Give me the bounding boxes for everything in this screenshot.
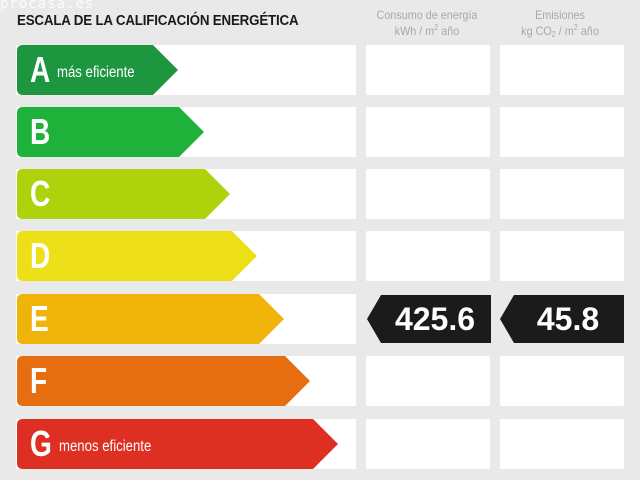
rating-band-f: F [17, 356, 311, 406]
energy-cell [366, 45, 490, 95]
page-title: ESCALA DE LA CALIFICACIÓN ENERGÉTICA [17, 13, 299, 29]
rating-band-a: A más eficiente [17, 45, 179, 95]
rating-letter: A [30, 49, 51, 90]
emissions-value: 45.8 [536, 301, 600, 337]
energy-cell [366, 107, 490, 157]
rating-row-e: E 425.6 45.8 [0, 294, 640, 344]
rating-letter: C [30, 173, 51, 214]
rating-row-a: A más eficiente [0, 45, 640, 95]
rating-row-d: D [0, 231, 640, 281]
column-header-energy-title: Consumo de energía [376, 8, 478, 22]
rating-band-b: B [17, 107, 205, 157]
energy-cell [366, 356, 490, 406]
rating-row-g: G menos eficiente [0, 419, 640, 469]
energy-consumption-value: 425.6 [394, 301, 476, 337]
column-header-energy: Consumo de energía kWh / m2 año [369, 7, 484, 39]
rating-band-e: E [17, 294, 285, 344]
emissions-cell [500, 169, 624, 219]
rating-row-f: F [0, 356, 640, 406]
rating-letter: B [30, 111, 51, 152]
rating-band-g: G menos eficiente [17, 419, 339, 469]
column-header-energy-unit: kWh / m2 año [394, 23, 460, 39]
energy-value-tag: 425.6 [367, 295, 491, 343]
rating-band-d: D [17, 231, 258, 281]
column-header-emissions-unit: kg CO2 / m2 año [521, 23, 599, 40]
energy-cell [366, 231, 490, 281]
emissions-cell [500, 356, 624, 406]
rating-band-c: C [17, 169, 231, 219]
rating-row-b: B [0, 107, 640, 157]
rating-label: más eficiente [57, 64, 135, 81]
energy-cell [366, 419, 490, 469]
energy-cell [366, 169, 490, 219]
emissions-cell [500, 45, 624, 95]
rating-letter: D [30, 235, 51, 276]
rating-label: menos eficiente [59, 438, 152, 455]
column-header-emissions: Emisiones kg CO2 / m2 año [502, 7, 617, 43]
emissions-cell [500, 231, 624, 281]
rating-letter: G [30, 423, 52, 464]
rating-row-c: C [0, 169, 640, 219]
rating-letter: E [30, 298, 49, 339]
emissions-cell [500, 107, 624, 157]
watermark: procasa.es [0, 0, 95, 12]
emissions-value-tag: 45.8 [500, 295, 624, 343]
rating-letter: F [30, 360, 48, 401]
emissions-cell [500, 419, 624, 469]
column-header-emissions-title: Emisiones [535, 8, 585, 22]
